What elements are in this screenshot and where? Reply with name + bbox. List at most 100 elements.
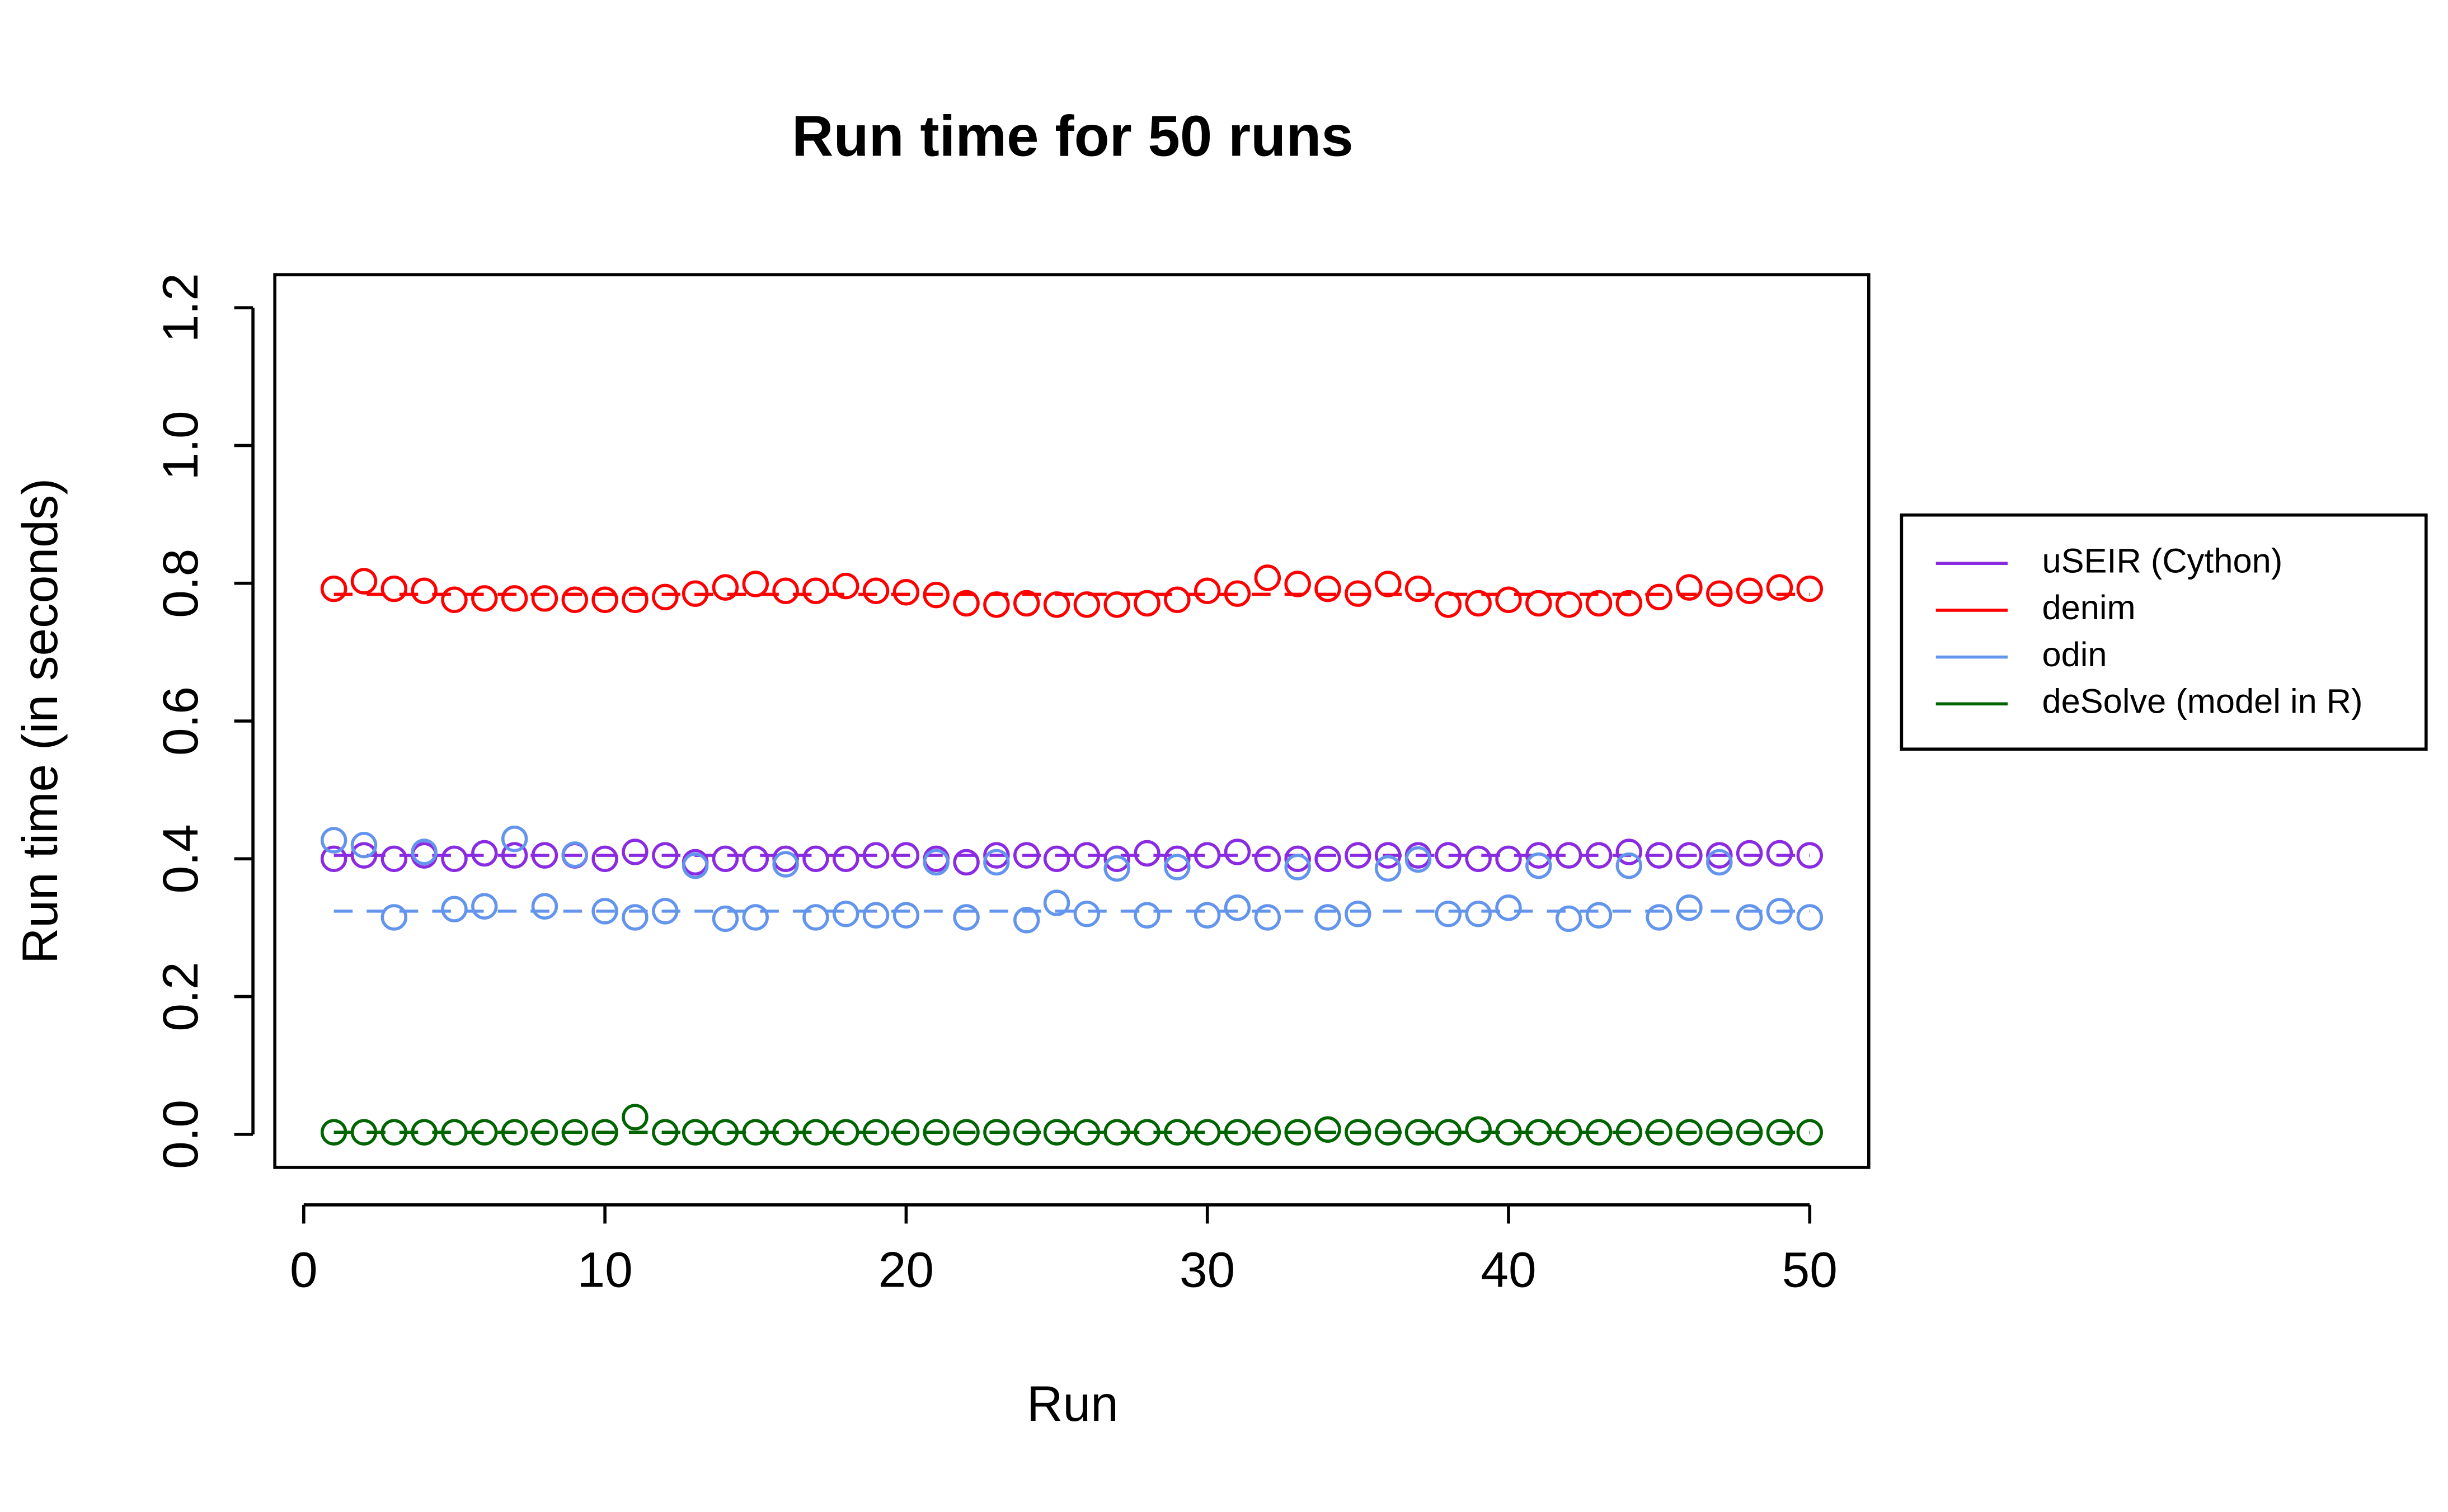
- point: [531, 893, 558, 920]
- point: [501, 842, 528, 869]
- point: [531, 842, 558, 869]
- point: [1706, 849, 1733, 876]
- point: [1103, 855, 1130, 882]
- point: [471, 1119, 498, 1146]
- point: [802, 904, 829, 931]
- y-tick-label: 0.8: [152, 549, 208, 618]
- y-tick-label: 0.2: [152, 962, 208, 1031]
- point: [682, 580, 709, 607]
- point: [1013, 1119, 1040, 1146]
- point: [652, 583, 679, 611]
- point: [591, 845, 618, 873]
- point: [561, 1119, 589, 1146]
- point: [833, 845, 859, 873]
- point: [1766, 574, 1793, 601]
- point: [441, 586, 468, 613]
- point: [1345, 1119, 1371, 1146]
- point: [923, 581, 950, 609]
- point: [1676, 1119, 1703, 1146]
- point: [652, 898, 679, 925]
- x-tick-label: 20: [878, 1241, 934, 1297]
- point: [501, 585, 528, 612]
- point: [1134, 902, 1160, 929]
- point: [1043, 889, 1070, 916]
- point: [1615, 590, 1643, 617]
- point: [1615, 1119, 1643, 1146]
- point: [1013, 907, 1040, 934]
- point: [1164, 854, 1191, 880]
- point: [712, 1119, 739, 1146]
- point: [411, 839, 438, 865]
- point: [1766, 840, 1793, 867]
- point: [1646, 842, 1672, 869]
- x-tick-label: 30: [1180, 1241, 1235, 1297]
- point: [1615, 839, 1643, 865]
- point: [1043, 845, 1070, 873]
- point: [1495, 894, 1522, 921]
- point: [1073, 1119, 1101, 1146]
- point: [983, 842, 1010, 869]
- point: [1525, 1119, 1552, 1146]
- point: [1465, 845, 1492, 873]
- point: [1103, 591, 1130, 618]
- point: [1585, 902, 1613, 929]
- legend-label: uSEIR (Cython): [2042, 541, 2282, 580]
- point: [1796, 575, 1824, 602]
- point: [411, 577, 438, 604]
- point: [892, 1119, 920, 1146]
- point: [441, 896, 468, 922]
- point: [1224, 580, 1251, 607]
- point: [1796, 904, 1824, 931]
- point: [682, 1119, 709, 1146]
- point: [350, 568, 378, 595]
- point: [712, 574, 739, 601]
- point: [441, 1119, 468, 1146]
- point: [622, 904, 649, 931]
- point: [712, 845, 739, 873]
- point: [380, 904, 408, 931]
- point: [1736, 840, 1763, 867]
- point: [742, 1119, 769, 1146]
- point: [1435, 591, 1462, 618]
- point: [471, 893, 498, 920]
- point: [380, 1119, 408, 1146]
- point: [1073, 842, 1101, 869]
- point: [591, 1119, 618, 1146]
- point: [953, 849, 980, 876]
- point: [1676, 894, 1703, 921]
- point: [953, 904, 980, 931]
- point: [1194, 577, 1221, 604]
- point: [1736, 577, 1763, 604]
- point: [1073, 591, 1101, 618]
- point: [1706, 580, 1733, 607]
- point: [712, 905, 739, 932]
- point: [1314, 845, 1341, 873]
- point: [682, 852, 709, 879]
- y-tick-label: 1.2: [152, 273, 208, 342]
- point: [1164, 845, 1191, 873]
- point: [320, 827, 347, 854]
- point: [320, 575, 347, 602]
- point: [983, 849, 1010, 876]
- chart-title: Run time for 50 runs: [792, 103, 1354, 168]
- point: [1284, 845, 1311, 873]
- point: [833, 572, 859, 600]
- y-tick-label: 0.6: [152, 686, 208, 756]
- point: [862, 577, 890, 604]
- point: [1465, 901, 1492, 927]
- point: [862, 902, 890, 929]
- point: [1345, 580, 1371, 607]
- point: [923, 849, 950, 876]
- point: [1164, 586, 1191, 613]
- legend-box: [1900, 513, 2428, 751]
- x-tick-label: 50: [1782, 1241, 1838, 1297]
- point: [1013, 842, 1040, 869]
- point: [1404, 1119, 1432, 1146]
- y-axis-label: Run time (in seconds): [12, 478, 68, 964]
- point: [531, 585, 558, 612]
- point: [591, 586, 618, 613]
- point: [862, 842, 890, 869]
- point: [1374, 571, 1402, 597]
